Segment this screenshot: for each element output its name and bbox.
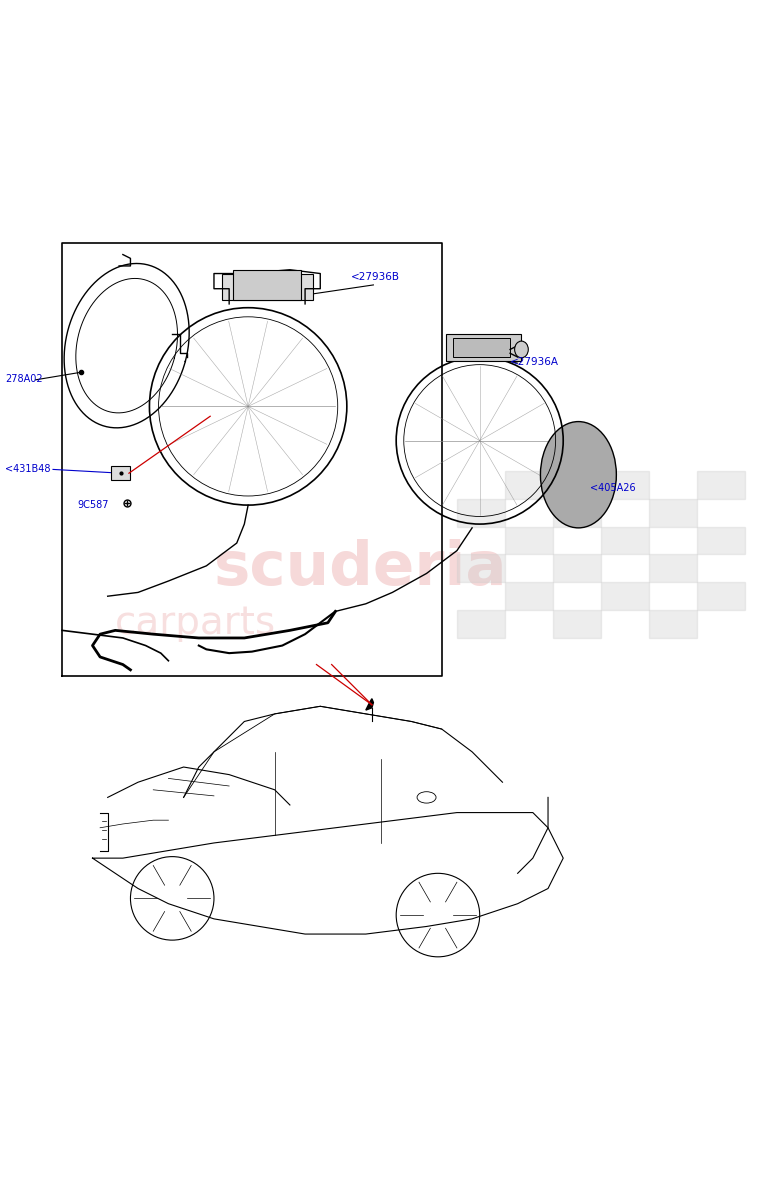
Text: <27936A: <27936A	[510, 356, 559, 367]
FancyBboxPatch shape	[453, 338, 510, 358]
Bar	[505, 527, 553, 554]
FancyBboxPatch shape	[233, 270, 301, 300]
Bar	[697, 470, 745, 499]
Text: 9C587: 9C587	[77, 500, 109, 510]
FancyBboxPatch shape	[111, 467, 130, 480]
Ellipse shape	[514, 341, 528, 358]
Bar	[601, 582, 649, 610]
Text: <27936B: <27936B	[351, 271, 399, 282]
Bar	[457, 499, 505, 527]
Polygon shape	[366, 698, 373, 710]
Bar	[697, 582, 745, 610]
Bar	[649, 499, 697, 527]
Text: scuderia: scuderia	[214, 539, 507, 598]
Bar	[553, 499, 601, 527]
Text: 278A02: 278A02	[5, 374, 43, 384]
Bar	[457, 554, 505, 582]
Text: <405A26: <405A26	[590, 484, 636, 493]
Bar	[457, 610, 505, 638]
Bar	[505, 470, 553, 499]
Bar	[601, 470, 649, 499]
Bar	[553, 610, 601, 638]
Text: carparts: carparts	[115, 604, 277, 642]
Ellipse shape	[540, 421, 616, 528]
Bar	[601, 527, 649, 554]
Bar	[649, 554, 697, 582]
Bar	[697, 527, 745, 554]
FancyBboxPatch shape	[222, 274, 312, 300]
Bar	[505, 582, 553, 610]
Bar	[649, 610, 697, 638]
Bar	[553, 554, 601, 582]
Text: <431B48: <431B48	[5, 464, 51, 474]
FancyBboxPatch shape	[446, 335, 521, 361]
